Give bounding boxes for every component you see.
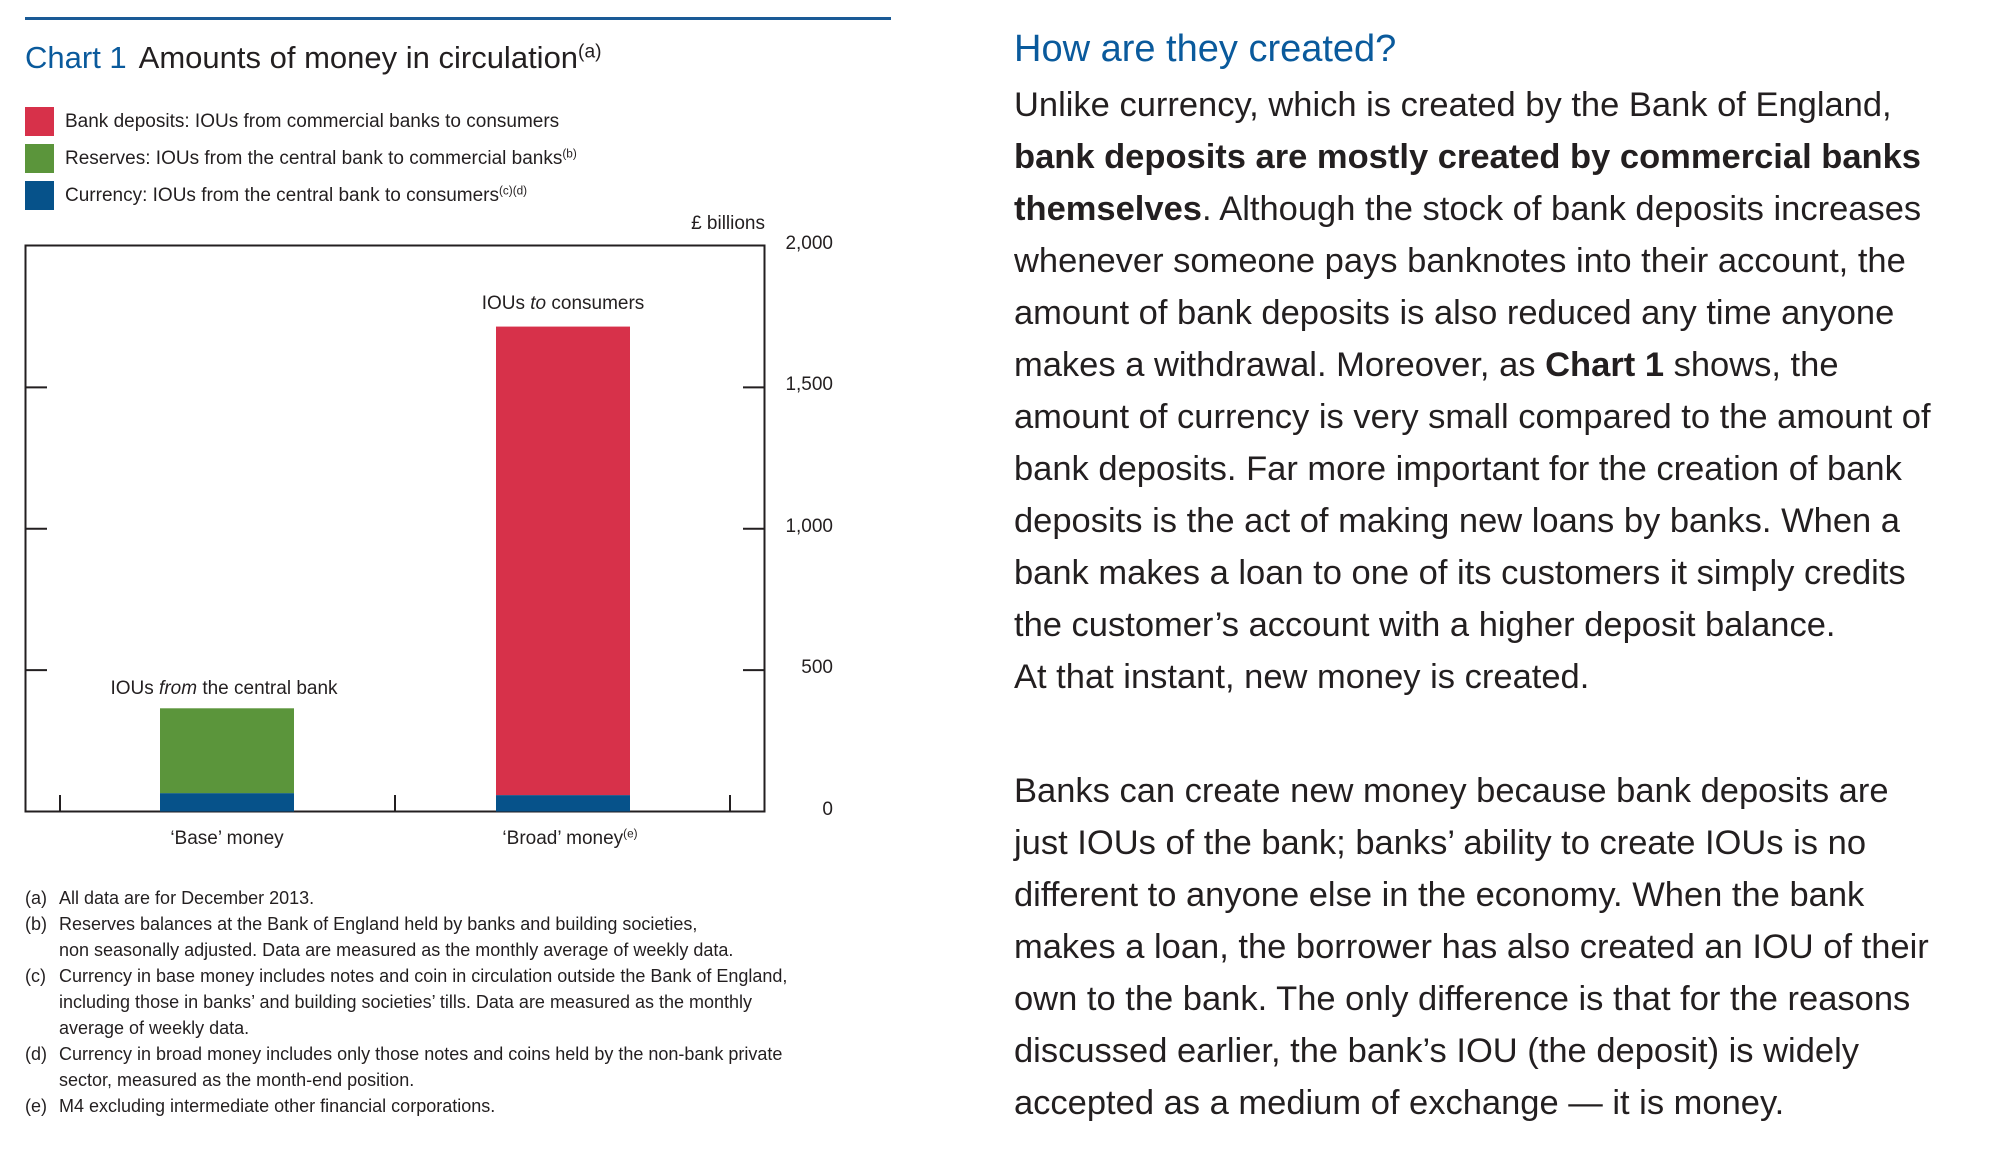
legend-swatch-blue bbox=[25, 181, 54, 210]
text-line: themselves. Although the stock of bank d… bbox=[1014, 183, 1931, 235]
text-segment: Banks can create new money because bank … bbox=[1014, 772, 1889, 810]
footnote-line: Currency in base money includes notes an… bbox=[59, 966, 788, 986]
footnote-line: including those in banks’ and building s… bbox=[59, 992, 753, 1012]
legend-item-currency: Currency: IOUs from the central bank to … bbox=[25, 181, 527, 210]
text-line: amount of currency is very small compare… bbox=[1014, 391, 1931, 443]
text-segment: bank deposits. Far more important for th… bbox=[1014, 450, 1902, 488]
y-axis-unit: £ billions bbox=[691, 213, 765, 234]
chart-title: Chart 1 Amounts of money in circulation(a… bbox=[25, 40, 602, 76]
text-line: different to anyone else in the economy.… bbox=[1014, 869, 1929, 921]
bold-text: Chart 1 bbox=[1545, 346, 1665, 384]
footnote-line: M4 excluding intermediate other financia… bbox=[59, 1096, 496, 1116]
text-segment: the customer’s account with a higher dep… bbox=[1014, 606, 1836, 644]
footnote-line: non seasonally adjusted. Data are measur… bbox=[59, 940, 734, 960]
annotation-broad: IOUs to consumers bbox=[481, 293, 645, 314]
article-paragraph-2: Banks can create new money because bank … bbox=[1014, 765, 1929, 1129]
footnote: (e) M4 excluding intermediate other finan… bbox=[25, 1093, 787, 1119]
legend-text: Reserves: IOUs from the central bank to … bbox=[65, 147, 577, 171]
y-tick-label: 2,000 bbox=[785, 233, 833, 254]
text-segment: just IOUs of the bank; banks’ ability to… bbox=[1014, 824, 1867, 862]
article-heading: How are they created? bbox=[1014, 28, 1397, 70]
category-label-base: ‘Base’ money bbox=[170, 828, 284, 849]
text-line: own to the bank. The only difference is … bbox=[1014, 973, 1929, 1025]
footnote-line: sector, measured as the month-end positi… bbox=[59, 1070, 415, 1090]
text-segment: At that instant, new money is created. bbox=[1014, 658, 1590, 696]
text-line: amount of bank deposits is also reduced … bbox=[1014, 287, 1931, 339]
footnote: (c) Currency in base money includes notes… bbox=[25, 963, 787, 1041]
text-line: whenever someone pays banknotes into the… bbox=[1014, 235, 1931, 287]
text-line: bank makes a loan to one of its customer… bbox=[1014, 547, 1931, 599]
legend-note: (c)(d) bbox=[499, 184, 528, 198]
footnote-line: average of weekly data. bbox=[59, 1018, 250, 1038]
article-paragraph-1: Unlike currency, which is created by the… bbox=[1014, 79, 1931, 703]
legend-item-bank-deposits: Bank deposits: IOUs from commercial bank… bbox=[25, 107, 559, 136]
text-line: At that instant, new money is created. bbox=[1014, 651, 1931, 703]
text-line: makes a withdrawal. Moreover, as Chart 1… bbox=[1014, 339, 1931, 391]
text-segment: amount of currency is very small compare… bbox=[1014, 398, 1931, 436]
text-segment: . Although the stock of bank deposits in… bbox=[1201, 190, 1922, 228]
y-tick-label: 1,500 bbox=[785, 374, 833, 396]
text-segment: makes a withdrawal. Moreover, as bbox=[1014, 346, 1546, 384]
text-segment: Unlike currency, which is created by the… bbox=[1014, 86, 1892, 124]
y-tick-label: 0 bbox=[822, 798, 833, 820]
footnote-key: (a) bbox=[25, 888, 47, 908]
text-segment: different to anyone else in the economy.… bbox=[1014, 876, 1865, 914]
text-segment: discussed earlier, the bank’s IOU (the d… bbox=[1014, 1032, 1860, 1070]
footnote: (b) Reserves balances at the Bank of Engl… bbox=[25, 911, 787, 963]
text-line: Unlike currency, which is created by the… bbox=[1014, 79, 1931, 131]
text-segment: bank makes a loan to one of its customer… bbox=[1014, 554, 1906, 592]
text-line: deposits is the act of making new loans … bbox=[1014, 495, 1931, 547]
annotation-base: IOUs from the central bank bbox=[110, 678, 338, 699]
text-line: discussed earlier, the bank’s IOU (the d… bbox=[1014, 1025, 1929, 1077]
footnote-key: (c) bbox=[25, 966, 46, 986]
footnote-line: Reserves balances at the Bank of England… bbox=[59, 914, 698, 934]
footnote-line: All data are for December 2013. bbox=[59, 888, 315, 908]
footnote-key: (d) bbox=[25, 1044, 47, 1064]
legend-label: Currency: IOUs from the central bank to … bbox=[65, 184, 499, 206]
text-line: bank deposits. Far more important for th… bbox=[1014, 443, 1931, 495]
text-segment: amount of bank deposits is also reduced … bbox=[1014, 294, 1895, 332]
text-segment: accepted as a medium of exchange — it is… bbox=[1014, 1084, 1785, 1122]
text-segment: whenever someone pays banknotes into the… bbox=[1014, 242, 1906, 280]
text-line: the customer’s account with a higher dep… bbox=[1014, 599, 1931, 651]
text-line: just IOUs of the bank; banks’ ability to… bbox=[1014, 817, 1929, 869]
text-segment: shows, the bbox=[1664, 346, 1839, 384]
legend-swatch-red bbox=[25, 107, 54, 136]
legend-swatch-green bbox=[25, 144, 54, 173]
bar-reserves-1 bbox=[160, 708, 294, 794]
chart-number: Chart 1 bbox=[25, 40, 127, 75]
top-rule bbox=[25, 17, 891, 20]
footnote-key: (e) bbox=[25, 1096, 47, 1116]
y-tick-label: 500 bbox=[801, 657, 833, 679]
footnote: (a) All data are for December 2013. bbox=[25, 885, 787, 911]
legend-text: Bank deposits: IOUs from commercial bank… bbox=[65, 110, 559, 134]
category-label-broad: ‘Broad’ money(e) bbox=[502, 827, 638, 849]
text-line: makes a loan, the borrower has also crea… bbox=[1014, 921, 1929, 973]
text-segment: own to the bank. The only difference is … bbox=[1014, 980, 1911, 1018]
footnote-line: Currency in broad money includes only th… bbox=[59, 1044, 783, 1064]
text-line: bank deposits are mostly created by comm… bbox=[1014, 131, 1931, 183]
text-line: Banks can create new money because bank … bbox=[1014, 765, 1929, 817]
legend-label: Bank deposits: IOUs from commercial bank… bbox=[65, 110, 560, 132]
plot-frame bbox=[24, 244, 766, 813]
bold-text: themselves bbox=[1014, 190, 1202, 228]
bold-text: bank deposits are mostly created by comm… bbox=[1014, 138, 1921, 176]
bar-currency-1 bbox=[160, 793, 294, 812]
text-segment: makes a loan, the borrower has also crea… bbox=[1014, 928, 1929, 966]
text-line: accepted as a medium of exchange — it is… bbox=[1014, 1077, 1929, 1129]
legend-text: Currency: IOUs from the central bank to … bbox=[65, 184, 527, 208]
footnote-key: (b) bbox=[25, 914, 47, 934]
legend-item-reserves: Reserves: IOUs from the central bank to … bbox=[25, 144, 577, 173]
legend-label: Reserves: IOUs from the central bank to … bbox=[65, 147, 563, 169]
chart-title-text: Amounts of money in circulation bbox=[138, 40, 579, 75]
footnote: (d) Currency in broad money includes only… bbox=[25, 1041, 787, 1093]
title-note: (a) bbox=[578, 41, 602, 63]
bar-currency-2 bbox=[496, 795, 630, 812]
bar-chart bbox=[24, 244, 766, 813]
legend-note: (b) bbox=[562, 147, 577, 161]
bar-bank-deposits-2 bbox=[496, 326, 630, 796]
text-segment: deposits is the act of making new loans … bbox=[1014, 502, 1900, 540]
footnotes: (a) All data are for December 2013. (b) Res… bbox=[25, 885, 787, 1119]
y-tick-label: 1,000 bbox=[785, 515, 833, 537]
